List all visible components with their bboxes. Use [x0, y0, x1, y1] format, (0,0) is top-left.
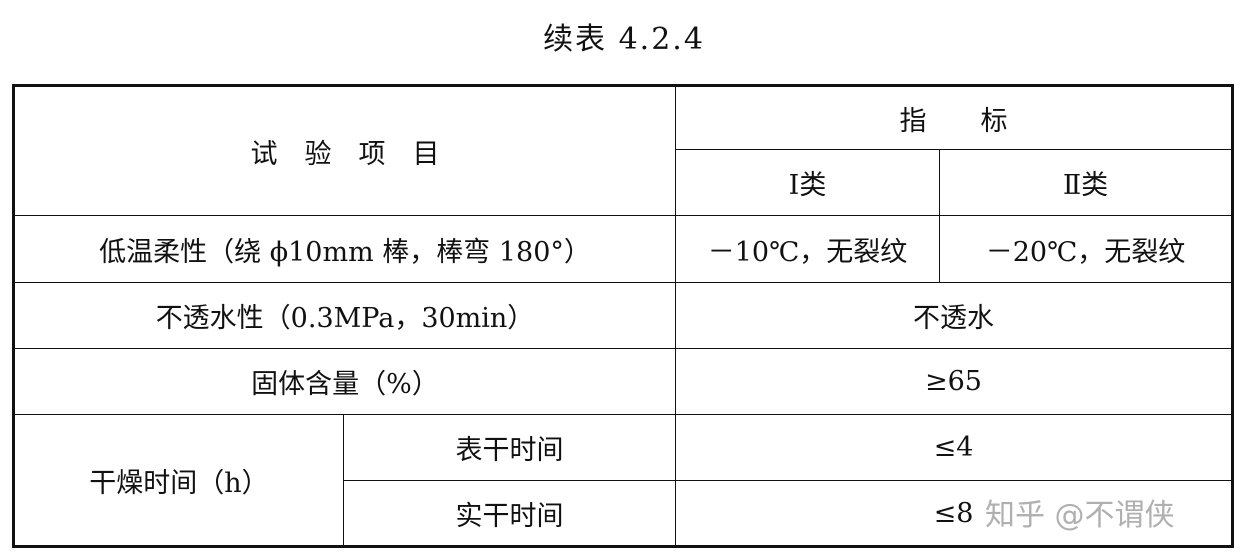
row-solid-content-item: 固体含量（%）: [15, 349, 676, 415]
watermark: 知乎 @不谓侠: [985, 498, 1175, 533]
row-solid-content-value: ≥65: [676, 349, 1231, 415]
header-class-2: Ⅱ类: [940, 150, 1231, 216]
row-low-temp-flex-item: 低温柔性（绕 ϕ10mm 棒，棒弯 180°）: [15, 216, 676, 283]
row-impermeability-value: 不透水: [676, 283, 1231, 349]
row-low-temp-flex-class-1: －10℃，无裂纹: [676, 216, 940, 283]
header-class-1: Ⅰ类: [676, 150, 940, 216]
spec-table: 试 验 项 目 指 标 Ⅰ类 Ⅱ类 低温柔性（绕 ϕ10mm 棒，棒弯 180°…: [12, 84, 1234, 548]
row-surface-dry-value: ≤4: [676, 415, 1231, 481]
row-impermeability-item: 不透水性（0.3MPa，30min）: [15, 283, 676, 349]
header-test-item: 试 验 项 目: [15, 87, 676, 216]
table-title: 续表 4.2.4: [543, 22, 705, 57]
row-drying-time-item: 干燥时间（h）: [15, 415, 344, 545]
header-indicator: 指 标: [676, 87, 1231, 150]
row-hard-dry-name: 实干时间: [344, 481, 676, 545]
row-surface-dry-name: 表干时间: [344, 415, 676, 481]
row-low-temp-flex-class-2: －20℃，无裂纹: [940, 216, 1231, 283]
row-hard-dry-value: ≤8: [933, 497, 974, 529]
